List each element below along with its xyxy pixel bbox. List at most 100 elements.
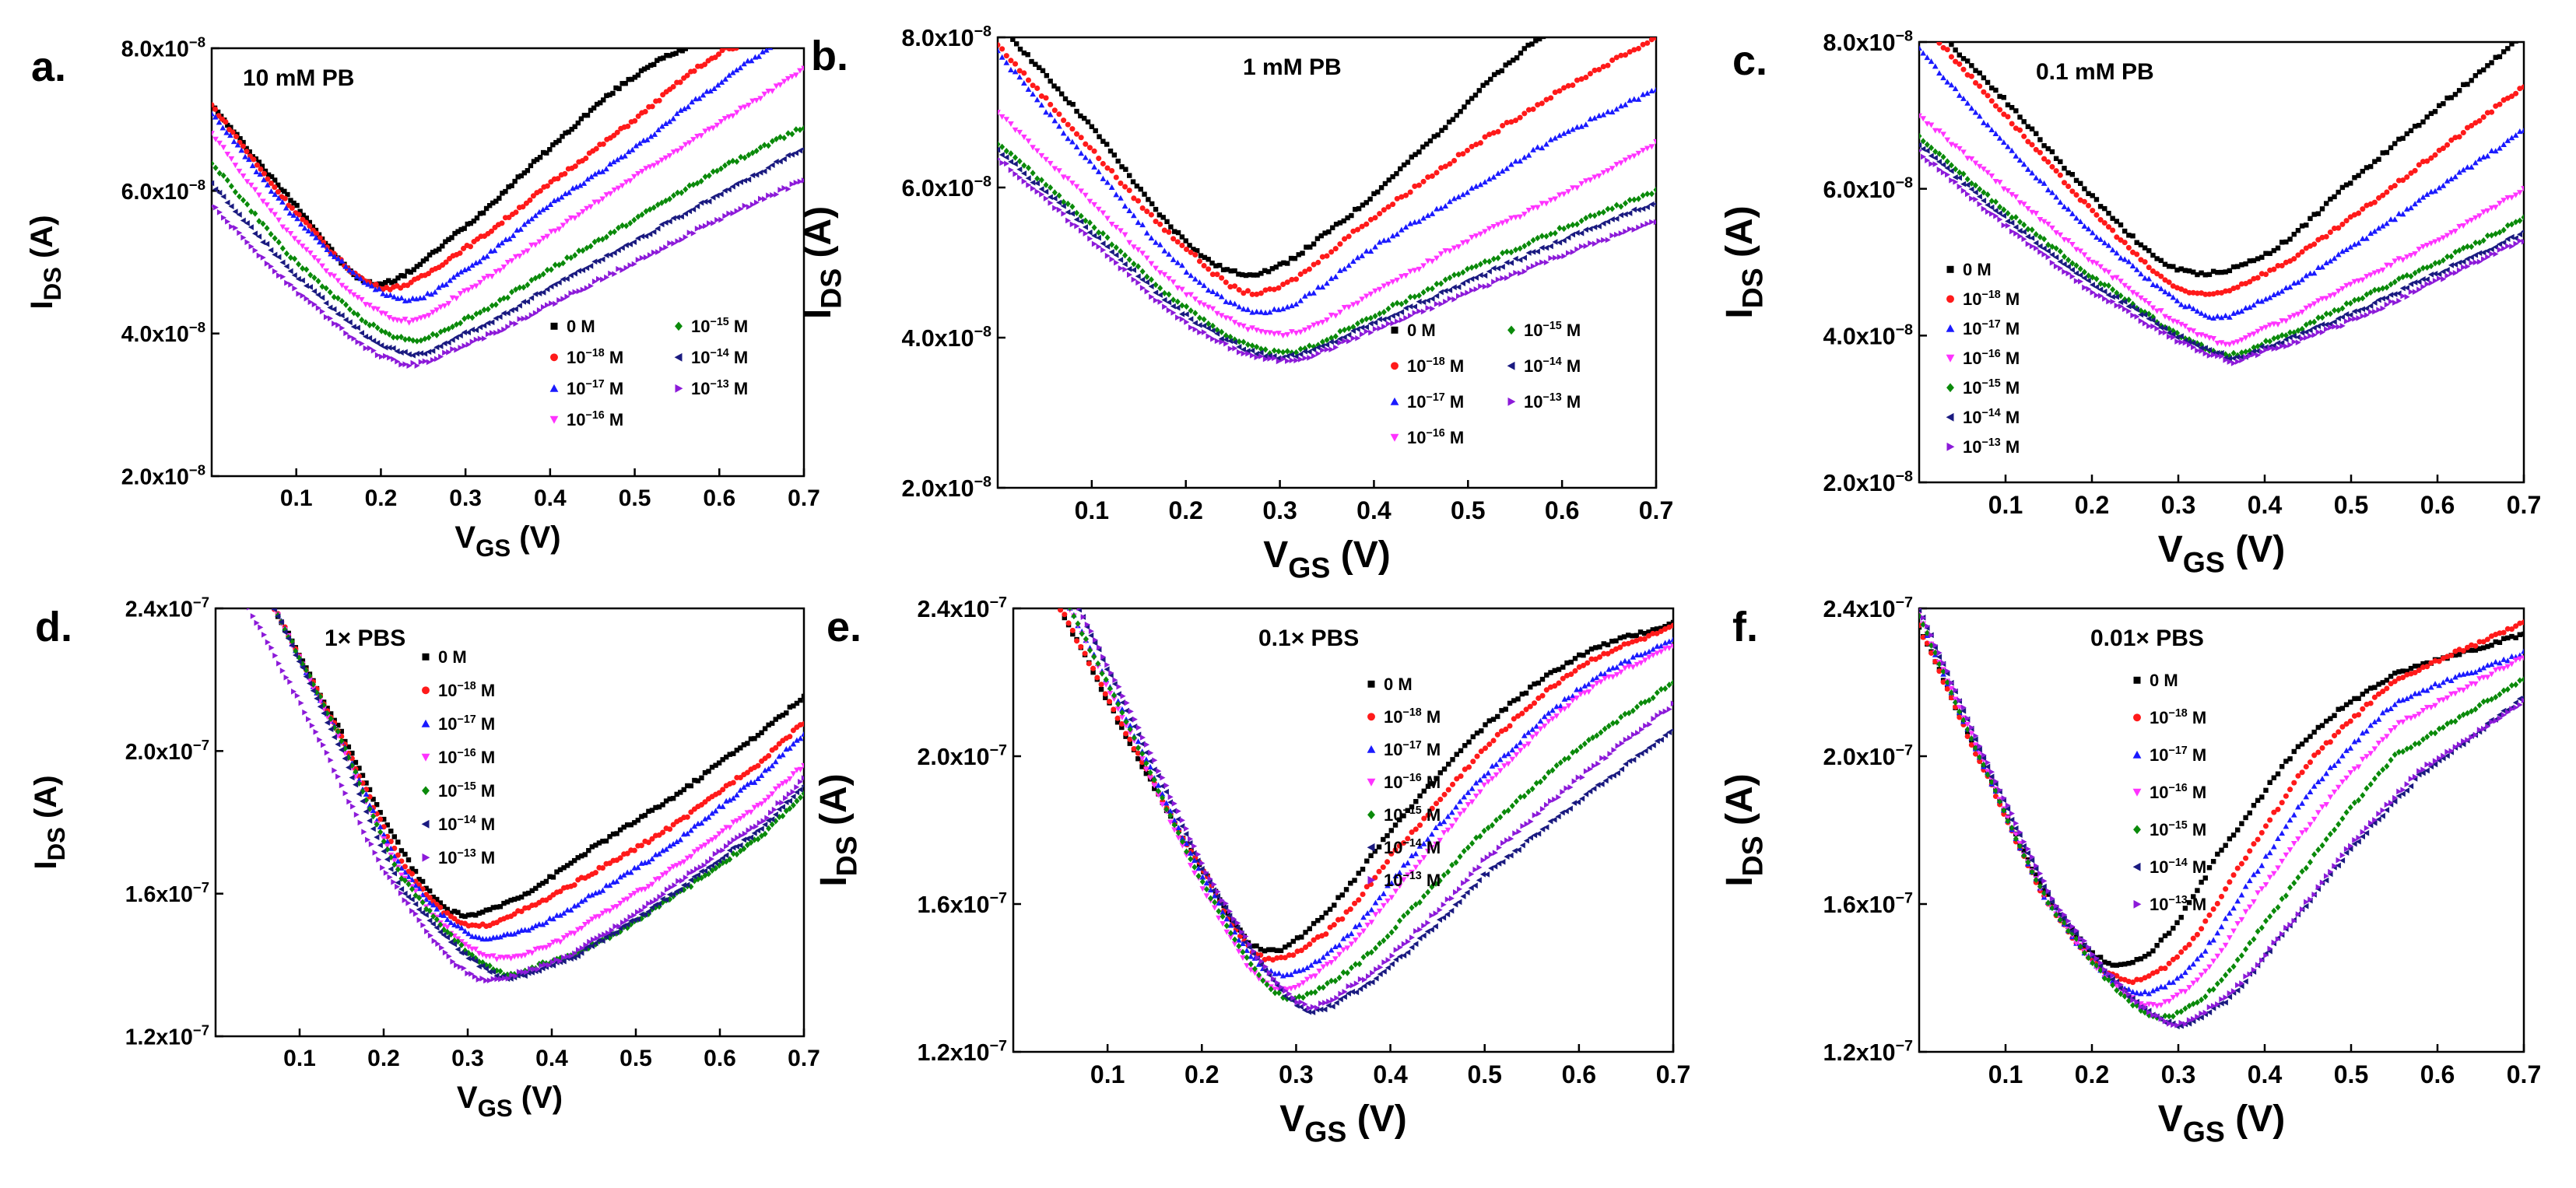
data-point [1523,690,1529,696]
data-point [2303,321,2309,328]
data-point [1191,857,1198,864]
data-point [1413,850,1420,857]
data-point [1936,150,1943,157]
data-point [1082,224,1088,230]
data-point [2016,200,2023,206]
data-point [2423,276,2430,282]
data-point [1447,161,1453,167]
data-point [631,916,637,923]
data-point [289,205,295,212]
data-point [1504,165,1511,171]
data-point [346,267,353,273]
data-point [790,741,797,747]
data-point [1119,164,1125,170]
data-point [545,302,551,309]
data-point [716,760,722,766]
data-point [2093,261,2100,267]
data-point [2033,211,2040,217]
data-point [615,185,622,191]
data-point [391,356,397,363]
data-point [1392,872,1399,879]
data-point [2452,173,2458,180]
data-point [304,216,309,221]
data-point [1375,189,1381,195]
data-point [1553,254,1559,261]
data-point [462,342,468,349]
data-point [1332,333,1339,340]
data-point [1570,231,1576,238]
data-point [566,129,571,135]
data-point [1644,191,1651,198]
data-point [1074,638,1080,644]
data-point [1592,240,1598,247]
data-point [398,334,405,341]
data-point [1353,206,1358,212]
data-point [1578,230,1585,237]
data-point [317,235,323,241]
data-point [658,221,665,228]
data-point [1597,644,1602,650]
data-point [1921,12,1925,17]
data-point [593,843,598,848]
data-point [2199,341,2205,349]
data-point [2476,239,2483,247]
data-point [2090,289,2096,296]
data-point [1359,252,1365,258]
data-point [2355,278,2362,284]
data-point [1587,116,1594,122]
data-point [606,882,613,888]
data-point [698,868,704,874]
data-point [2271,247,2277,254]
data-point [506,184,511,190]
data-point [1577,652,1582,658]
data-point [2246,304,2253,310]
data-point [2271,345,2277,352]
data-point [1214,331,1220,337]
data-point [801,783,804,788]
data-point [398,295,405,301]
data-point [751,804,758,811]
data-point [2440,257,2446,264]
data-point [1114,706,1121,712]
data-point [1973,182,1979,189]
data-point [2259,254,2265,260]
data-point [1091,163,1097,170]
data-point [2178,266,2184,272]
data-point [1641,650,1648,656]
data-point [1583,215,1589,222]
data-point [643,254,649,261]
panel-letter: b. [811,33,848,79]
data-point [1377,310,1383,317]
data-point [381,838,387,845]
data-point [2251,348,2257,355]
data-point [2016,227,2023,234]
data-point [1348,881,1353,886]
data-point [1034,180,1040,187]
x-tick-label: 0.2 [1184,1060,1219,1088]
data-point [291,236,298,242]
data-point [649,899,656,906]
y-tick-label: 1.2x10−7 [125,1022,209,1050]
data-point [588,282,594,289]
data-point [645,839,651,846]
data-point [1283,986,1290,993]
data-point [1086,661,1092,667]
data-point [1209,272,1216,278]
data-point [1517,214,1523,220]
data-point [296,290,302,297]
data-point [557,939,563,945]
data-point [1098,686,1104,692]
data-point [1565,695,1572,701]
data-point [1271,306,1278,312]
data-point [1613,202,1620,209]
data-point [388,866,394,872]
data-point [1486,258,1493,265]
data-point [577,182,584,188]
data-point [1648,144,1655,150]
data-point [251,230,258,237]
data-point [1477,181,1484,187]
data-point [1336,941,1342,948]
data-point [2150,281,2157,287]
data-point [603,934,609,941]
data-point [361,829,367,836]
